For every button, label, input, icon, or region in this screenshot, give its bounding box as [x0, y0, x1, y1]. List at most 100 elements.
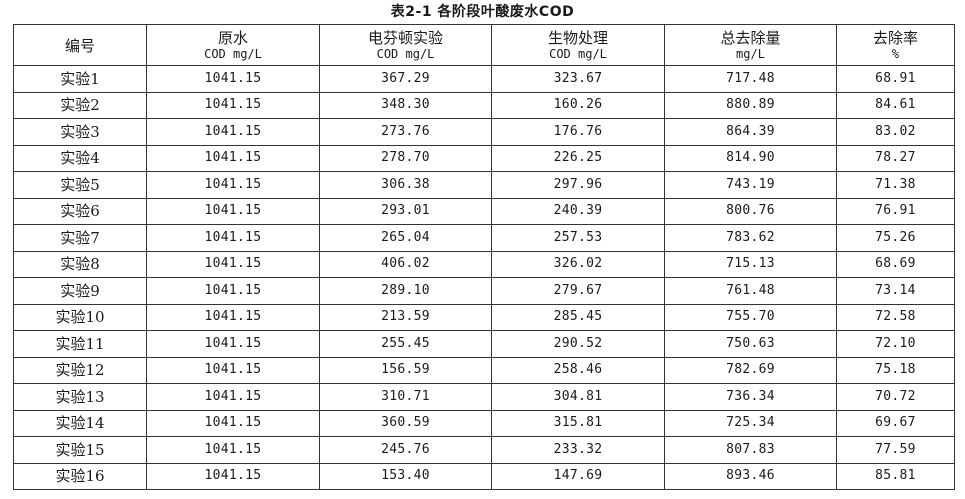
header-label: 电芬顿实验 [367, 28, 443, 47]
cell-id: 实验8 [13, 250, 147, 278]
cell-removal-rate: 85.81 [836, 462, 955, 490]
table-row: 实验13 1041.15 310.71 304.81 736.34 70.72 [13, 383, 955, 411]
cell-id: 实验2 [13, 91, 147, 119]
cell-removal-rate: 78.27 [836, 144, 955, 172]
cell-removal-rate: 70.72 [836, 383, 955, 411]
table-row: 实验14 1041.15 360.59 315.81 725.34 69.67 [13, 409, 955, 437]
cell-id: 实验5 [13, 171, 147, 199]
cell-removal-rate: 75.26 [836, 224, 955, 252]
table-header: 编号 原水 COD mg/L 电芬顿实验 COD mg/L 生物处理 COD m… [13, 24, 955, 66]
header-label: 生物处理 [547, 28, 608, 47]
cell-total-removal: 736.34 [664, 383, 837, 411]
table-row: 实验5 1041.15 306.38 297.96 743.19 71.38 [13, 171, 955, 199]
cell-bio-cod: 160.26 [491, 91, 665, 119]
cell-raw-cod: 1041.15 [146, 91, 320, 119]
cell-removal-rate: 68.69 [836, 250, 955, 278]
cell-total-removal: 743.19 [664, 171, 837, 199]
cell-id: 实验7 [13, 224, 147, 252]
header-unit: mg/L [736, 46, 765, 61]
cell-total-removal: 755.70 [664, 303, 837, 331]
cell-total-removal: 750.63 [664, 330, 837, 358]
cell-total-removal: 717.48 [664, 65, 837, 93]
cell-id: 实验9 [13, 277, 147, 305]
cell-id: 实验16 [13, 462, 147, 490]
cell-raw-cod: 1041.15 [146, 409, 320, 437]
header-unit: COD mg/L [376, 46, 435, 61]
cell-electro-fenton-cod: 273.76 [319, 118, 492, 146]
cell-bio-cod: 290.52 [491, 330, 665, 358]
cell-total-removal: 782.69 [664, 356, 837, 384]
header-cell-total-removal: 总去除量 mg/L [664, 24, 837, 66]
cell-id: 实验10 [13, 303, 147, 331]
cell-removal-rate: 76.91 [836, 197, 955, 225]
cell-raw-cod: 1041.15 [146, 118, 320, 146]
cell-bio-cod: 297.96 [491, 171, 665, 199]
cell-raw-cod: 1041.15 [146, 65, 320, 93]
cell-bio-cod: 147.69 [491, 462, 665, 490]
table-row: 实验6 1041.15 293.01 240.39 800.76 76.91 [13, 197, 955, 225]
cell-electro-fenton-cod: 406.02 [319, 250, 492, 278]
cell-removal-rate: 73.14 [836, 277, 955, 305]
cell-removal-rate: 72.58 [836, 303, 955, 331]
cell-raw-cod: 1041.15 [146, 436, 320, 464]
header-unit: COD mg/L [204, 46, 262, 61]
cell-raw-cod: 1041.15 [146, 383, 320, 411]
table-body: 实验1 1041.15 367.29 323.67 717.48 68.91 实验2 1041… [13, 65, 955, 490]
table-row: 实验2 1041.15 348.30 160.26 880.89 84.61 [13, 91, 955, 119]
table-row: 实验11 1041.15 255.45 290.52 750.63 72.10 [13, 330, 955, 358]
cell-removal-rate: 72.10 [836, 330, 955, 358]
cell-total-removal: 725.34 [664, 409, 837, 437]
cell-removal-rate: 68.91 [836, 65, 955, 93]
cell-electro-fenton-cod: 278.70 [319, 144, 492, 172]
cell-total-removal: 893.46 [664, 462, 837, 490]
cell-raw-cod: 1041.15 [146, 171, 320, 199]
header-unit: COD mg/L [549, 46, 607, 61]
header-label: 去除率 [872, 28, 918, 47]
cell-total-removal: 761.48 [664, 277, 837, 305]
cell-raw-cod: 1041.15 [146, 356, 320, 384]
cell-electro-fenton-cod: 367.29 [319, 65, 492, 93]
table-row: 实验15 1041.15 245.76 233.32 807.83 77.59 [13, 436, 955, 464]
cell-total-removal: 880.89 [664, 91, 837, 119]
cell-bio-cod: 240.39 [491, 197, 665, 225]
table-row: 实验1 1041.15 367.29 323.67 717.48 68.91 [13, 65, 955, 93]
cell-id: 实验12 [13, 356, 147, 384]
cell-electro-fenton-cod: 153.40 [319, 462, 492, 490]
cell-electro-fenton-cod: 360.59 [319, 409, 492, 437]
cell-electro-fenton-cod: 310.71 [319, 383, 492, 411]
cell-id: 实验3 [13, 118, 147, 146]
cell-bio-cod: 233.32 [491, 436, 665, 464]
cell-bio-cod: 257.53 [491, 224, 665, 252]
cell-raw-cod: 1041.15 [146, 224, 320, 252]
table-row: 实验4 1041.15 278.70 226.25 814.90 78.27 [13, 144, 955, 172]
table-caption: 表2-1 各阶段叶酸废水COD [390, 4, 575, 20]
header-cell-raw: 原水 COD mg/L [146, 24, 320, 66]
cod-table: 编号 原水 COD mg/L 电芬顿实验 COD mg/L 生物处理 COD m… [13, 24, 955, 490]
header-label: 编号 [64, 36, 95, 55]
cell-bio-cod: 323.67 [491, 65, 665, 93]
cell-bio-cod: 315.81 [491, 409, 665, 437]
cell-id: 实验4 [13, 144, 147, 172]
cell-removal-rate: 75.18 [836, 356, 955, 384]
table-row: 实验3 1041.15 273.76 176.76 864.39 83.02 [13, 118, 955, 146]
cell-bio-cod: 258.46 [491, 356, 665, 384]
cell-total-removal: 864.39 [664, 118, 837, 146]
table-row: 实验16 1041.15 153.40 147.69 893.46 85.81 [13, 462, 955, 490]
cell-electro-fenton-cod: 213.59 [319, 303, 492, 331]
table-row: 实验10 1041.15 213.59 285.45 755.70 72.58 [13, 303, 955, 331]
cell-raw-cod: 1041.15 [146, 277, 320, 305]
cell-raw-cod: 1041.15 [146, 250, 320, 278]
cell-bio-cod: 326.02 [491, 250, 665, 278]
cell-electro-fenton-cod: 293.01 [319, 197, 492, 225]
cell-bio-cod: 226.25 [491, 144, 665, 172]
header-unit: % [891, 46, 900, 61]
cell-electro-fenton-cod: 265.04 [319, 224, 492, 252]
cell-id: 实验14 [13, 409, 147, 437]
cell-removal-rate: 71.38 [836, 171, 955, 199]
cell-bio-cod: 304.81 [491, 383, 665, 411]
cell-id: 实验6 [13, 197, 147, 225]
cell-raw-cod: 1041.15 [146, 144, 320, 172]
cell-removal-rate: 77.59 [836, 436, 955, 464]
cell-id: 实验15 [13, 436, 147, 464]
cell-raw-cod: 1041.15 [146, 462, 320, 490]
